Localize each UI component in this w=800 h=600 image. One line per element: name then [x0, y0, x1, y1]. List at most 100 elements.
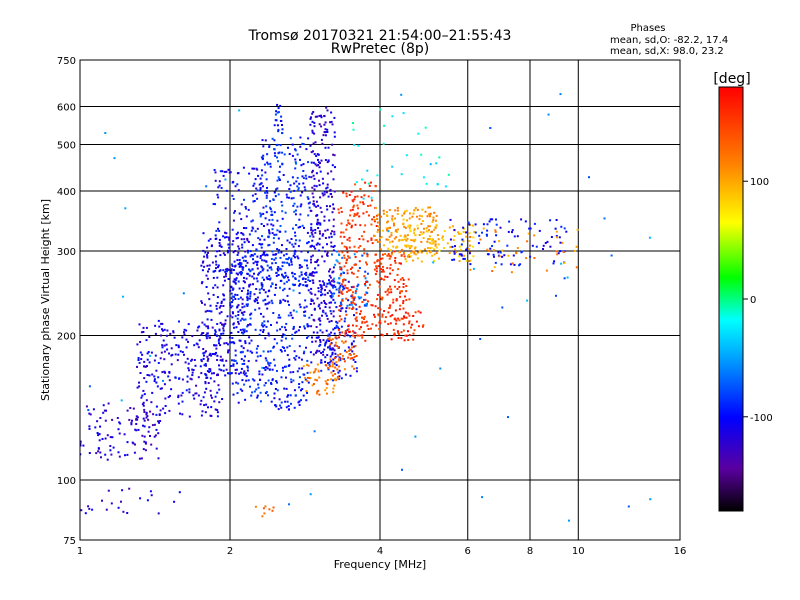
data-point: [322, 134, 325, 137]
data-point: [326, 251, 329, 254]
data-point: [333, 284, 336, 287]
data-point: [324, 131, 327, 134]
data-point: [345, 259, 348, 262]
data-point: [157, 362, 160, 364]
data-point: [348, 239, 351, 242]
data-point: [278, 267, 281, 270]
data-point: [361, 320, 364, 323]
data-point: [215, 334, 218, 337]
data-point: [141, 394, 144, 397]
data-point: [222, 332, 225, 335]
data-point: [332, 178, 335, 181]
data-point: [430, 238, 433, 241]
data-point: [277, 266, 280, 268]
data-point: [331, 347, 334, 350]
data-point: [285, 365, 288, 368]
data-point: [97, 434, 100, 437]
data-point: [431, 254, 434, 257]
data-point: [402, 300, 405, 302]
data-point: [238, 372, 241, 375]
data-point: [364, 277, 367, 280]
data-point: [335, 306, 338, 309]
data-point: [399, 295, 402, 298]
data-point: [398, 251, 401, 254]
data-point: [232, 312, 234, 315]
data-point: [382, 212, 385, 215]
data-point: [129, 407, 132, 409]
data-point: [258, 291, 261, 294]
data-point: [397, 337, 400, 339]
data-point: [235, 272, 238, 275]
data-point: [283, 326, 286, 329]
data-point: [277, 160, 279, 163]
data-point: [273, 152, 276, 155]
data-point: [366, 255, 369, 258]
data-point: [314, 261, 317, 263]
data-point: [330, 295, 333, 298]
data-point: [339, 359, 342, 362]
data-point: [330, 120, 333, 123]
data-point: [352, 272, 355, 275]
data-point: [214, 171, 217, 174]
data-point: [408, 322, 411, 325]
data-point: [281, 244, 283, 247]
data-point: [306, 371, 309, 374]
data-point: [258, 307, 261, 310]
data-point: [238, 247, 241, 250]
data-point: [391, 115, 394, 118]
data-point: [251, 275, 254, 278]
data-point: [408, 255, 411, 258]
data-point: [205, 350, 207, 353]
data-point: [151, 373, 154, 376]
data-point: [341, 357, 344, 360]
data-point: [376, 221, 379, 224]
data-point: [224, 268, 227, 271]
data-point: [219, 337, 222, 340]
data-point: [389, 226, 391, 229]
data-point: [294, 148, 297, 151]
data-point: [311, 254, 314, 257]
data-point: [271, 218, 274, 221]
data-point: [428, 241, 431, 244]
data-point: [275, 188, 277, 191]
data-point: [181, 378, 184, 381]
data-point: [302, 143, 305, 146]
data-point: [225, 189, 228, 192]
data-point: [317, 153, 320, 156]
data-point: [272, 253, 275, 256]
data-point: [363, 248, 366, 251]
data-point: [241, 256, 244, 259]
data-point: [275, 321, 278, 324]
data-point: [403, 225, 406, 228]
data-point: [212, 286, 215, 289]
data-point: [325, 314, 328, 317]
data-point: [98, 439, 101, 442]
data-point: [384, 253, 387, 255]
data-point: [353, 143, 356, 146]
data-point: [338, 286, 341, 289]
data-point: [236, 183, 239, 186]
data-point: [222, 327, 225, 330]
data-point: [146, 415, 149, 418]
data-point: [317, 204, 320, 207]
data-point: [340, 231, 343, 234]
data-point: [509, 263, 512, 266]
data-point: [322, 311, 325, 314]
data-point: [358, 305, 361, 308]
data-point: [202, 249, 205, 252]
data-point: [323, 348, 326, 351]
data-point: [247, 208, 250, 211]
y-tick-label: 750: [57, 56, 76, 67]
data-point: [414, 234, 417, 237]
data-point: [279, 301, 282, 304]
data-point: [308, 175, 311, 178]
data-point: [436, 183, 439, 186]
data-point: [203, 364, 206, 367]
data-point: [245, 207, 247, 210]
data-point: [349, 353, 352, 356]
data-point: [378, 225, 381, 228]
data-point: [435, 214, 438, 217]
y-tick-label: 300: [57, 247, 76, 258]
data-point: [565, 230, 568, 233]
data-point: [269, 162, 272, 165]
